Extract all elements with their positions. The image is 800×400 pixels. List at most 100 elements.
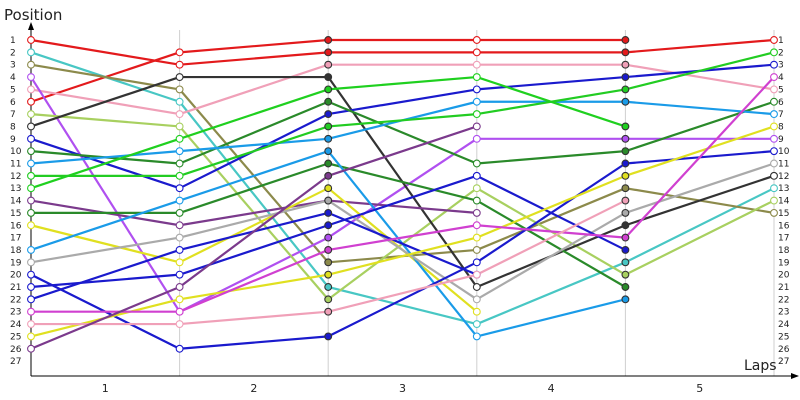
data-point bbox=[175, 196, 184, 205]
y-tick-label: 20 bbox=[778, 271, 790, 281]
data-point bbox=[621, 246, 630, 254]
y-tick-label: 27 bbox=[10, 357, 21, 367]
series-line bbox=[30, 38, 775, 66]
y-ticks-right: 1234567891011121314151617181920212223242… bbox=[778, 36, 790, 367]
series-line bbox=[30, 51, 775, 326]
data-point bbox=[27, 320, 35, 328]
data-point bbox=[175, 60, 184, 69]
data-point bbox=[472, 233, 481, 242]
y-tick-label: 7 bbox=[10, 110, 16, 120]
data-point bbox=[175, 307, 184, 316]
data-point bbox=[621, 184, 630, 193]
x-ticks: 1 2 3 4 5 bbox=[102, 382, 703, 395]
data-point bbox=[472, 270, 481, 279]
data-point bbox=[175, 221, 184, 230]
data-point bbox=[175, 48, 184, 57]
data-point bbox=[324, 147, 333, 156]
y-tick-label: 17 bbox=[10, 234, 21, 244]
y-tick-label: 6 bbox=[10, 98, 16, 108]
data-point bbox=[27, 159, 35, 168]
data-point bbox=[770, 60, 778, 69]
data-point bbox=[770, 159, 778, 168]
data-point bbox=[324, 196, 333, 205]
y-tick-label: 25 bbox=[10, 332, 21, 342]
y-tick-label: 4 bbox=[10, 73, 16, 83]
x-tick-label: 1 bbox=[102, 382, 109, 395]
data-point bbox=[27, 85, 35, 94]
data-point bbox=[472, 258, 481, 267]
y-tick-label: 3 bbox=[10, 61, 16, 71]
data-point bbox=[472, 60, 481, 69]
y-tick-label: 21 bbox=[778, 283, 789, 293]
data-point bbox=[324, 246, 333, 254]
y-tick-label: 16 bbox=[778, 221, 790, 231]
y-tick-label: 22 bbox=[10, 295, 21, 305]
data-point bbox=[324, 171, 333, 180]
data-point bbox=[770, 73, 778, 82]
y-tick-label: 6 bbox=[778, 98, 784, 108]
data-point bbox=[472, 320, 481, 328]
data-point bbox=[770, 134, 778, 143]
data-point bbox=[621, 85, 630, 94]
data-point bbox=[27, 171, 35, 180]
data-point bbox=[621, 283, 630, 291]
y-tick-label: 14 bbox=[778, 197, 790, 207]
y-tick-label: 23 bbox=[10, 308, 21, 318]
data-point bbox=[621, 295, 630, 304]
data-point bbox=[324, 233, 333, 242]
data-point bbox=[175, 270, 184, 279]
data-point bbox=[770, 97, 778, 106]
y-tick-label: 2 bbox=[10, 48, 16, 58]
data-point bbox=[27, 122, 35, 131]
y-tick-label: 5 bbox=[778, 85, 784, 95]
y-tick-label: 15 bbox=[10, 209, 21, 219]
y-tick-label: 18 bbox=[778, 246, 790, 256]
data-point bbox=[621, 97, 630, 106]
data-point bbox=[324, 258, 333, 267]
y-tick-label: 1 bbox=[10, 36, 16, 46]
data-point bbox=[472, 171, 481, 180]
y-tick-label: 19 bbox=[10, 258, 22, 268]
data-point bbox=[770, 122, 778, 131]
data-point bbox=[324, 48, 333, 57]
data-point bbox=[472, 184, 481, 193]
data-point bbox=[472, 110, 481, 119]
data-point bbox=[27, 258, 35, 267]
data-point bbox=[27, 196, 35, 205]
data-point bbox=[472, 159, 481, 168]
data-point bbox=[472, 97, 481, 106]
y-tick-label: 26 bbox=[10, 345, 22, 355]
y-tick-label: 13 bbox=[10, 184, 21, 194]
series-line bbox=[30, 125, 478, 350]
data-point bbox=[472, 246, 481, 254]
data-point bbox=[27, 221, 35, 230]
y-tick-label: 12 bbox=[778, 172, 789, 182]
data-point bbox=[472, 73, 481, 82]
data-point bbox=[770, 110, 778, 119]
data-point bbox=[472, 307, 481, 316]
data-point bbox=[324, 270, 333, 279]
series-line bbox=[31, 76, 775, 313]
y-tick-label: 19 bbox=[778, 258, 790, 268]
y-axis-arrow-icon bbox=[28, 22, 34, 30]
series-line bbox=[30, 63, 775, 190]
data-point bbox=[472, 134, 481, 143]
data-point bbox=[621, 171, 630, 180]
y-tick-label: 8 bbox=[778, 122, 784, 132]
data-point bbox=[324, 97, 333, 106]
data-point bbox=[175, 295, 184, 304]
data-point bbox=[27, 48, 35, 57]
y-tick-label: 9 bbox=[778, 135, 784, 145]
data-point bbox=[27, 110, 35, 119]
data-point bbox=[27, 134, 35, 143]
data-point bbox=[324, 159, 333, 168]
x-tick-label: 3 bbox=[399, 382, 406, 395]
y-tick-label: 5 bbox=[10, 85, 16, 95]
data-point bbox=[27, 332, 35, 341]
data-point bbox=[770, 147, 778, 156]
data-point bbox=[324, 295, 333, 304]
y-axis-title: Position bbox=[4, 6, 62, 24]
series-lines bbox=[30, 38, 775, 350]
data-point bbox=[27, 208, 35, 217]
